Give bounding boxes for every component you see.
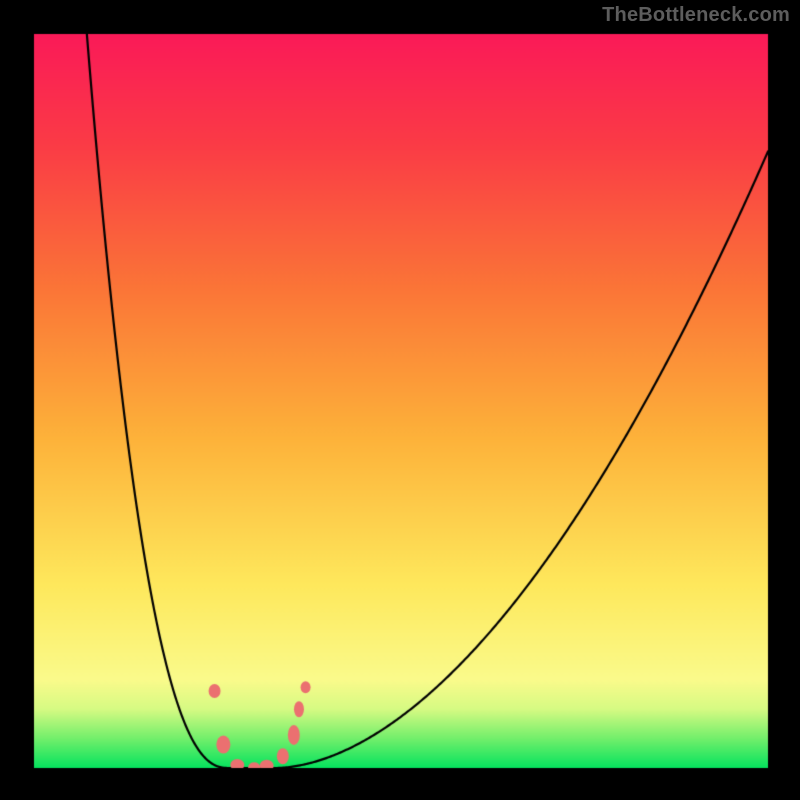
- watermark-label: TheBottleneck.com: [602, 4, 790, 27]
- chart-stage: TheBottleneck.com: [0, 0, 800, 800]
- bottleneck-curve-chart: [0, 0, 800, 800]
